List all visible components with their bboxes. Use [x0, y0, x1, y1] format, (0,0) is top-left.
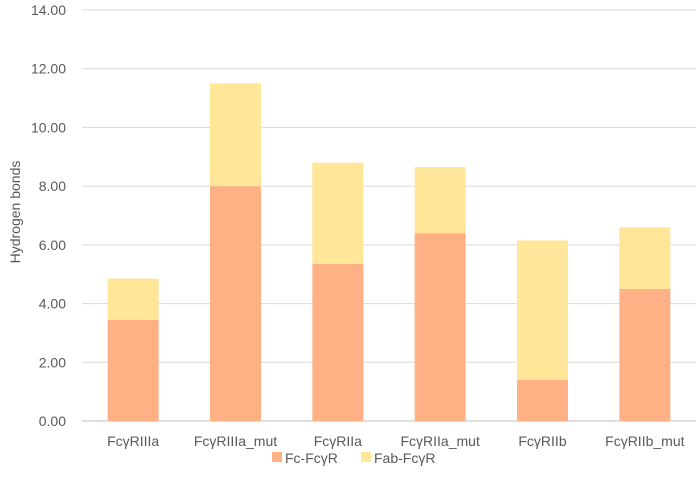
legend-swatch	[361, 452, 371, 462]
y-tick-label: 0.00	[39, 413, 66, 429]
bar-fab-fcgr	[619, 227, 671, 289]
y-tick-label: 12.00	[31, 61, 66, 77]
bar-fc-fcgr	[210, 186, 261, 421]
y-tick-label: 6.00	[39, 237, 66, 253]
bar-fab-fcgr	[312, 162, 364, 264]
y-tick-label: 4.00	[39, 296, 66, 312]
legend-label: Fc-FcγR	[285, 450, 338, 466]
y-tick-label: 2.00	[39, 354, 66, 370]
bar-fab-fcgr	[517, 240, 568, 380]
y-tick-label: 14.00	[31, 2, 66, 18]
x-tick-labels: FcγRIIIa FcγRIIIa_mut FcγRIIa FcγRIIa_mut Fc…	[107, 433, 685, 449]
bar-fc-fcgr	[107, 319, 159, 421]
bar-fc-fcgr	[312, 263, 364, 421]
x-tick-label: FcγRIIIa_mut	[194, 433, 277, 449]
bar-fab-fcgr	[107, 278, 159, 320]
y-tick-label: 8.00	[39, 178, 66, 194]
legend: Fc-FcγR Fab-FcγR	[272, 450, 435, 466]
y-tick-label: 10.00	[31, 119, 66, 135]
x-tick-label: FcγRIIIa	[107, 433, 159, 449]
y-tick-labels: 0.00 2.00 4.00 6.00 8.00 10.00 12.00 14.00	[31, 2, 66, 429]
bar-fab-fcgr	[210, 83, 261, 187]
bars	[107, 83, 671, 421]
bar-fc-fcgr	[517, 379, 568, 421]
legend-swatch	[272, 452, 282, 462]
bar-fab-fcgr	[414, 167, 466, 234]
x-tick-label: FcγRIIb	[518, 433, 566, 449]
gridlines	[82, 9, 696, 422]
legend-label: Fab-FcγR	[374, 450, 435, 466]
bar-fc-fcgr	[414, 233, 466, 421]
x-tick-label: FcγRIIa	[314, 433, 362, 449]
x-tick-label: FcγRIIa_mut	[400, 433, 479, 449]
x-tick-label: FcγRIIb_mut	[605, 433, 684, 449]
y-axis-label: Hydrogen bonds	[7, 161, 23, 264]
bar-fc-fcgr	[619, 288, 671, 421]
